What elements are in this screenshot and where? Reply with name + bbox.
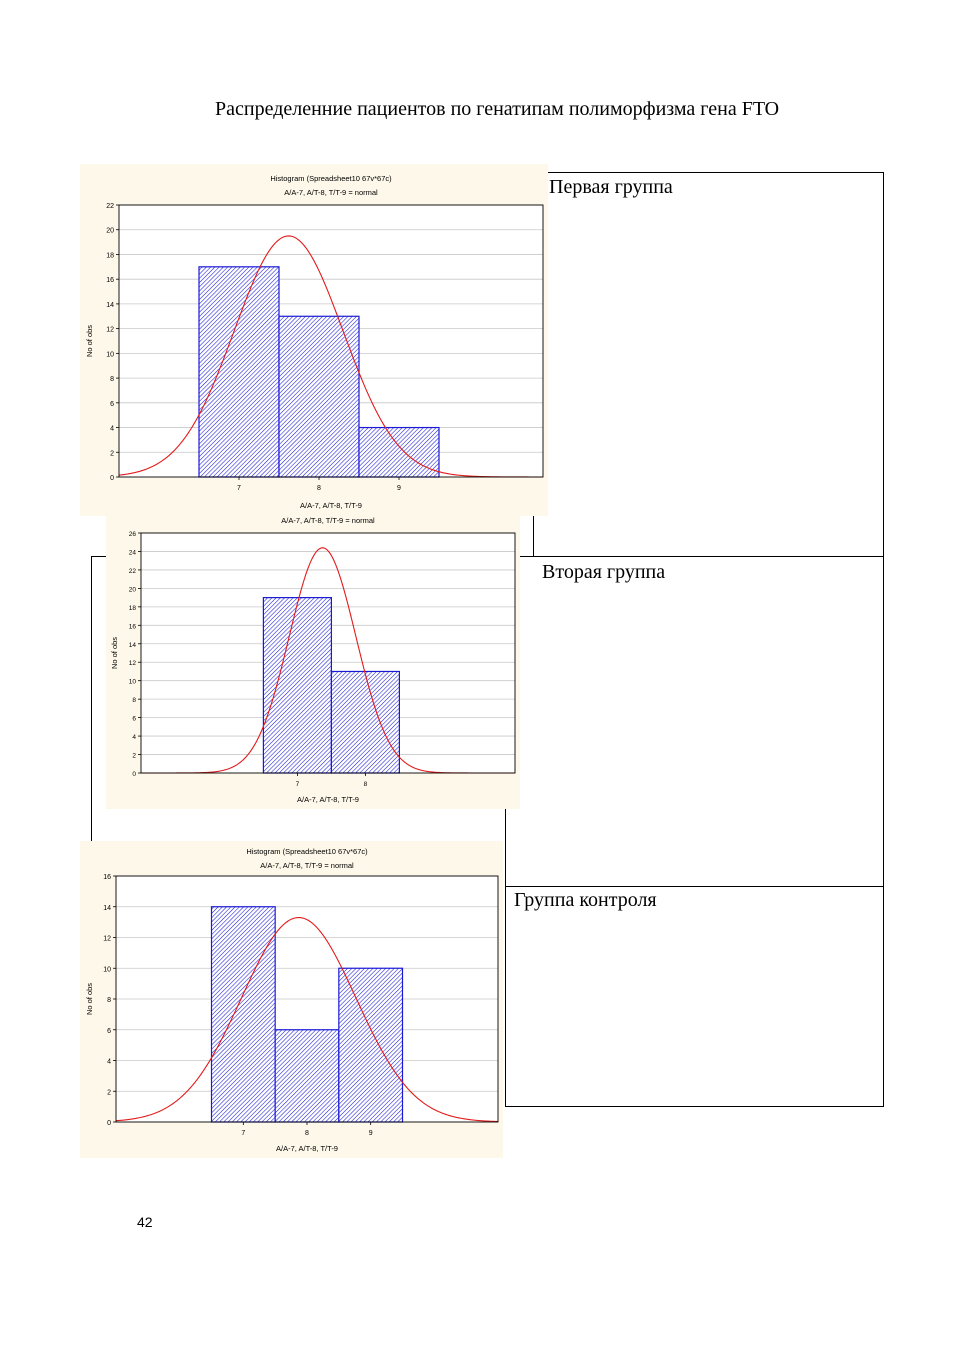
y-tick-label: 24	[129, 549, 137, 556]
chart-subtitle: A/A-7, A/T-8, T/T-9 = normal	[281, 516, 375, 525]
histogram-first-group-svg: 0 2 4 6 8 10 12 14 16 18 20 22 7 8 9 Histogram (Spreads…	[85, 174, 544, 510]
x-axis-label: A/A-7, A/T-8, T/T-9	[300, 501, 362, 510]
y-tick-label: 12	[103, 936, 111, 943]
table-border-top	[533, 172, 884, 173]
x-axis-label: A/A-7, A/T-8, T/T-9	[276, 1144, 338, 1153]
y-tick-label: 18	[106, 252, 114, 259]
y-tick-label: 26	[129, 531, 137, 538]
group-label-first: Первая группа	[549, 176, 673, 198]
y-tick-label: 20	[129, 586, 137, 593]
y-tick-label: 0	[107, 1120, 111, 1127]
chart-subtitle: A/A-7, A/T-8, T/T-9 = normal	[260, 861, 354, 870]
y-axis-label: No of obs	[85, 983, 94, 1015]
y-tick-label: 4	[110, 426, 114, 433]
x-tick-label: 7	[296, 781, 300, 788]
y-tick-label: 8	[132, 697, 136, 704]
y-tick-label: 0	[132, 771, 136, 778]
y-tick-label: 4	[107, 1059, 111, 1066]
y-tick-label: 16	[129, 623, 137, 630]
y-tick-label: 6	[132, 716, 136, 723]
page-heading: Распределенние пациентов по генатипам по…	[215, 98, 780, 120]
y-tick-label: 2	[107, 1089, 111, 1096]
y-tick-label: 0	[110, 475, 114, 482]
chart-subtitle: A/A-7, A/T-8, T/T-9 = normal	[284, 188, 378, 197]
histogram-second-group: 0 2 4 6 8 10 12 14 16 18 20 22 24 26 7 8 A/A-7, A/T-8, T…	[106, 513, 520, 809]
y-tick-label: 14	[129, 642, 137, 649]
y-tick-label: 4	[132, 734, 136, 741]
y-tick-label: 8	[110, 376, 114, 383]
histogram-bar-7	[262, 597, 332, 774]
plot-frame	[118, 204, 544, 478]
histogram-bar-8	[330, 670, 400, 774]
histogram-control-group-svg: 0 2 4 6 8 10 12 14 16 7 8 9 Histogram (Spreadsheet10…	[85, 847, 499, 1153]
normal-curve	[118, 235, 544, 478]
chart-title: Histogram (Spreadsheet10 67v*67c)	[270, 174, 392, 183]
table-col-line-1	[533, 513, 534, 557]
y-tick-label: 8	[107, 997, 111, 1004]
histogram-bar-7	[210, 906, 276, 1123]
y-tick-label: 10	[129, 679, 137, 686]
y-tick-label: 16	[103, 874, 111, 881]
normal-curve	[115, 916, 499, 1123]
group-label-second: Вторая группа	[542, 561, 666, 583]
y-tick-label: 22	[129, 568, 137, 575]
chart-title: Histogram (Spreadsheet10 67v*67c)	[246, 847, 368, 856]
table-left-line	[91, 556, 92, 841]
y-tick-label: 14	[106, 302, 114, 309]
x-tick-label: 7	[237, 485, 241, 492]
x-tick-label: 7	[241, 1130, 245, 1137]
histogram-bar-8	[274, 1029, 340, 1123]
y-tick-label: 10	[106, 351, 114, 358]
y-axis-label: No of obs	[85, 325, 94, 357]
page-number: 42	[137, 1214, 153, 1230]
y-axis-label: No of obs	[110, 637, 119, 669]
y-tick-label: 16	[106, 277, 114, 284]
group-label-control: Группа контроля	[514, 889, 657, 911]
y-tick-label: 22	[106, 203, 114, 210]
x-tick-label: 8	[305, 1130, 309, 1137]
y-tick-label: 2	[110, 450, 114, 457]
y-tick-label: 6	[107, 1028, 111, 1035]
x-tick-label: 9	[369, 1130, 373, 1137]
y-tick-label: 20	[106, 228, 114, 235]
y-tick-label: 10	[103, 966, 111, 973]
histogram-bar-9	[358, 426, 440, 478]
histogram-first-group: 0 2 4 6 8 10 12 14 16 18 20 22 7 8 9 Histogram (Spreads…	[80, 164, 548, 516]
x-tick-label: 8	[317, 485, 321, 492]
x-tick-label: 8	[364, 781, 368, 788]
histogram-control-group: 0 2 4 6 8 10 12 14 16 7 8 9 Histogram (Spreadsheet10…	[80, 841, 503, 1158]
y-tick-label: 2	[132, 753, 136, 760]
histogram-bar-8	[278, 315, 360, 478]
y-tick-label: 12	[106, 327, 114, 334]
table-border-bottom	[505, 1106, 884, 1107]
x-axis-label: A/A-7, A/T-8, T/T-9	[297, 795, 359, 804]
table-col-line-2	[505, 805, 506, 1107]
x-tick-label: 9	[397, 485, 401, 492]
y-tick-label: 6	[110, 401, 114, 408]
plot-frame	[115, 875, 499, 1123]
histogram-bar-7	[198, 266, 280, 478]
table-divider-2	[505, 886, 884, 887]
y-tick-label: 12	[129, 660, 137, 667]
histogram-bar-9	[338, 967, 404, 1123]
y-tick-label: 14	[103, 905, 111, 912]
y-tick-label: 18	[129, 605, 137, 612]
table-border-right	[883, 172, 884, 1107]
plot-frame	[140, 532, 516, 774]
